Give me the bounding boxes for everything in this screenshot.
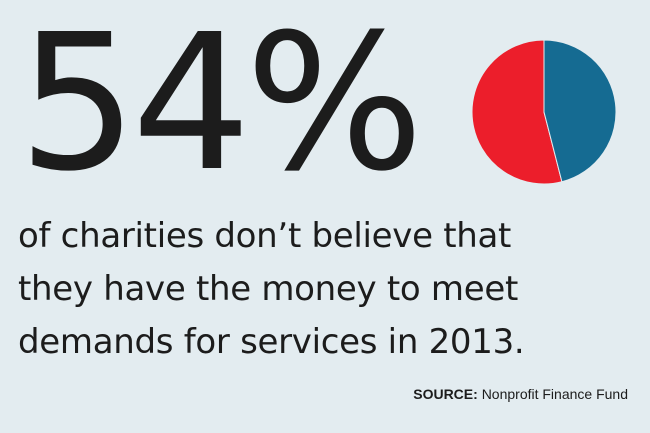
pie-chart bbox=[470, 38, 618, 186]
caption-line-3: demands for services in 2013. bbox=[18, 322, 525, 362]
pie-chart-svg bbox=[471, 39, 617, 185]
source-label: SOURCE: bbox=[413, 386, 478, 402]
caption-line-2: they have the money to meet bbox=[18, 269, 519, 309]
pie-slice-blue bbox=[543, 39, 617, 183]
caption-text: of charities don’t believe that they hav… bbox=[18, 210, 525, 369]
pie-slice-red bbox=[471, 39, 563, 185]
source-credit: SOURCE: Nonprofit Finance Fund bbox=[413, 385, 628, 403]
caption-line-1: of charities don’t believe that bbox=[18, 216, 512, 256]
headline-percentage: 54% bbox=[18, 0, 424, 213]
source-name: Nonprofit Finance Fund bbox=[481, 386, 628, 402]
